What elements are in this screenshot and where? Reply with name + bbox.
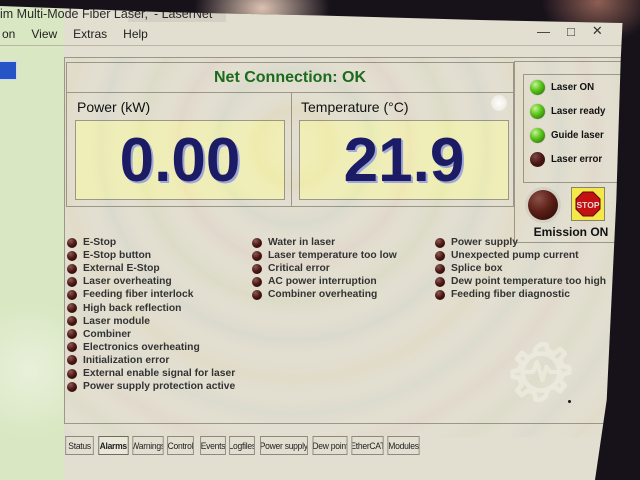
svg-text:STOP: STOP bbox=[577, 200, 600, 210]
